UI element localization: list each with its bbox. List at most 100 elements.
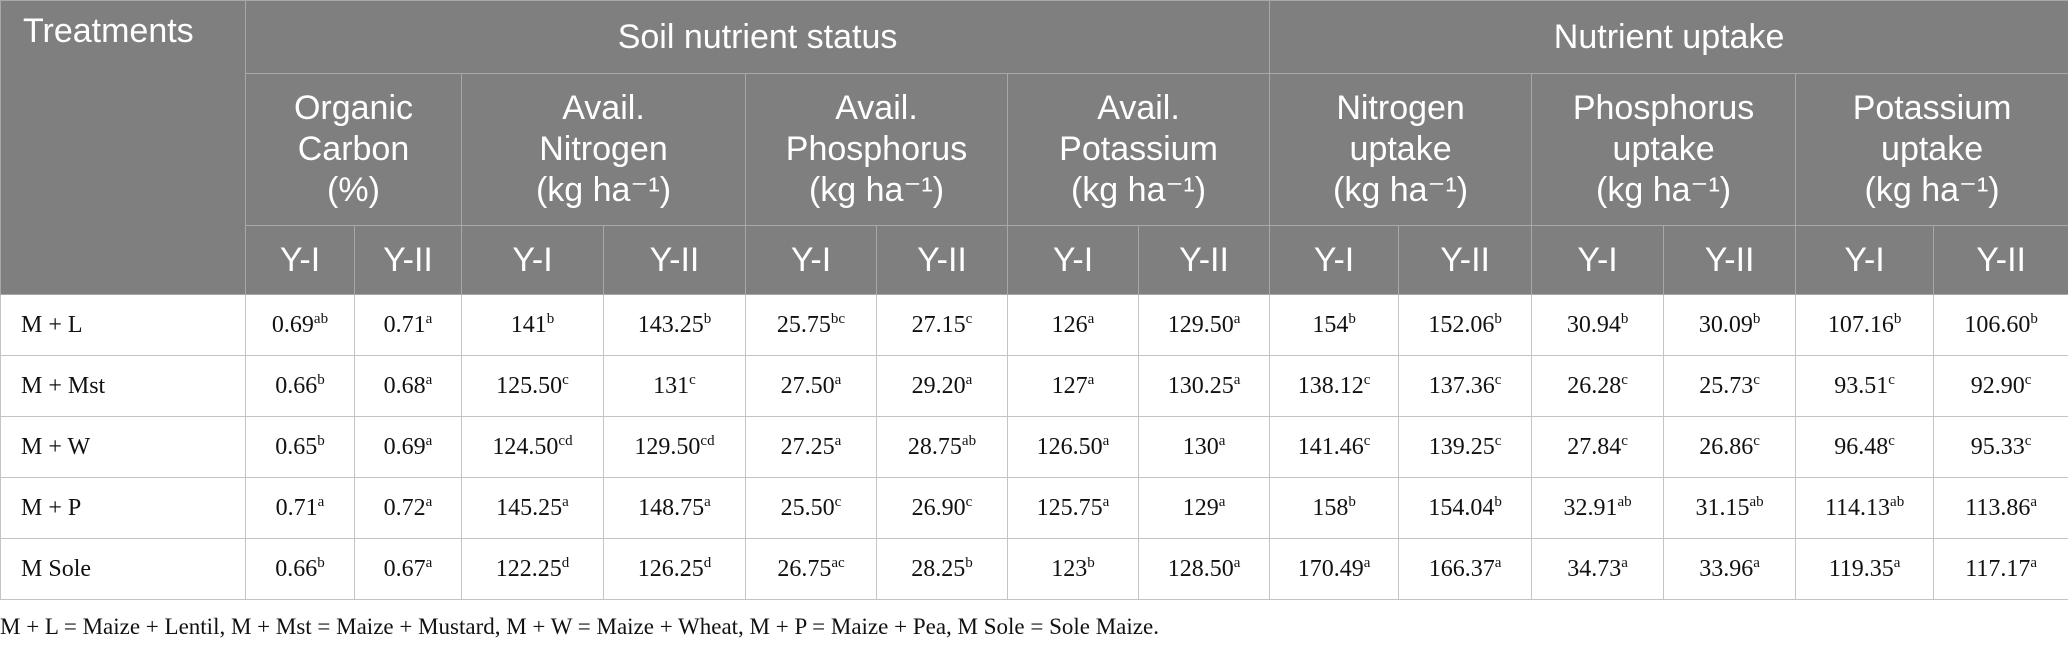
cell-value: 31.15 (1695, 494, 1750, 521)
column-header: Avail. Nitrogen (kg ha⁻¹) (461, 73, 746, 226)
cell-value: 154.04 (1428, 494, 1495, 521)
group-header: Soil nutrient status (244, 0, 1271, 74)
cell-value: 0.71 (275, 494, 318, 521)
significance-letter: c (1363, 432, 1371, 449)
cell-value: 125.50 (496, 372, 563, 399)
cell-value: 0.65 (275, 433, 318, 460)
cell-value: 145.25 (496, 494, 563, 521)
significance-letter: c (1888, 432, 1895, 449)
significance-letter: a (1218, 432, 1226, 449)
significance-letter: c (965, 310, 973, 327)
significance-letter: b (965, 554, 973, 571)
cell-value: 92.90 (1970, 372, 2025, 399)
significance-letter: a (1233, 310, 1241, 327)
year-header: Y-II (354, 225, 462, 295)
header-line: (kg ha⁻¹) (535, 171, 672, 209)
header-line: uptake (1612, 130, 1715, 168)
cell-value: 26.86 (1699, 433, 1754, 460)
header-line: (kg ha⁻¹) (1864, 171, 2000, 209)
cell-value: 27.84 (1567, 433, 1622, 460)
table-cell: 129a (1137, 477, 1271, 539)
table-cell: 0.72a (354, 477, 462, 539)
table-cell: 26.86c (1663, 416, 1797, 478)
table-cell: 125.50c (461, 355, 604, 417)
column-header: Avail. Phosphorus (kg ha⁻¹) (745, 73, 1008, 226)
significance-letter: a (834, 371, 842, 388)
cell-value: 130 (1182, 433, 1219, 460)
year-header: Y-I (1269, 225, 1400, 295)
table-cell: 96.48c (1795, 416, 1935, 478)
significance-letter: a (1753, 554, 1760, 571)
year-header: Y-I (461, 225, 604, 295)
cell-value: 128.50 (1167, 555, 1234, 582)
cell-value: 129 (1182, 494, 1219, 521)
header-line: Potassium (1059, 130, 1218, 168)
significance-letter: b (546, 310, 555, 327)
significance-letter: c (1494, 371, 1502, 388)
year-header: Y-I (1531, 225, 1665, 295)
significance-letter: a (425, 493, 433, 510)
significance-letter: b (317, 371, 325, 388)
significance-letter: c (2024, 371, 2032, 388)
significance-letter: c (1753, 432, 1760, 449)
significance-letter: c (1621, 371, 1628, 388)
cell-value: 170.49 (1297, 555, 1364, 582)
significance-letter: b (317, 432, 325, 449)
cell-value: 129.50 (634, 433, 701, 460)
significance-letter: a (425, 554, 433, 571)
cell-value: 0.68 (383, 372, 426, 399)
row-label: M + W (0, 416, 246, 478)
header-line: (kg ha⁻¹) (808, 171, 945, 209)
cell-value: 139.25 (1428, 433, 1495, 460)
table-cell: 129.50cd (603, 416, 746, 478)
table-cell: 158b (1269, 477, 1400, 539)
cell-value: 0.69 (271, 311, 314, 338)
significance-letter: b (1620, 310, 1629, 327)
table-cell: 29.20a (876, 355, 1008, 417)
table-cell: 27.84c (1531, 416, 1665, 478)
significance-letter: a (1102, 493, 1110, 510)
cell-value: 0.72 (383, 494, 426, 521)
table-header: Treatments Soil nutrient status Nutrient… (0, 0, 2068, 295)
table-cell: 141b (461, 294, 604, 356)
table-cell: 34.73a (1531, 538, 1665, 600)
table-cell: 170.49a (1269, 538, 1400, 600)
cell-value: 25.50 (780, 494, 835, 521)
table-cell: 130.25a (1137, 355, 1271, 417)
table-cell: 166.37a (1398, 538, 1533, 600)
header-row: Organic Carbon (%) Avail. Nitrogen (kg ha⁻¹) A… (1, 73, 2068, 226)
significance-letter: ab (1890, 493, 1905, 510)
table-cell: 154b (1269, 294, 1400, 356)
table-cell: 139.25c (1398, 416, 1533, 478)
significance-letter: cd (558, 432, 573, 449)
table-cell: 126a (1007, 294, 1139, 356)
cell-value: 126.25 (637, 555, 704, 582)
cell-value: 124.50 (492, 433, 559, 460)
column-header: Potassium uptake (kg ha⁻¹) (1795, 73, 2068, 226)
cell-value: 143.25 (637, 311, 704, 338)
table-body: M + L 0.69ab 0.71a 141b 143.25b 25.75bc 27.15c… (0, 294, 2068, 600)
significance-letter: b (317, 554, 325, 571)
table-cell: 32.91ab (1531, 477, 1665, 539)
table-cell: 28.75ab (876, 416, 1008, 478)
significance-letter: ab (1749, 493, 1764, 510)
cell-value: 148.75 (638, 494, 705, 521)
cell-value: 26.75 (777, 555, 832, 582)
significance-letter: a (425, 432, 433, 449)
significance-letter: b (1348, 493, 1356, 510)
significance-letter: b (1893, 310, 1902, 327)
table-cell: 124.50cd (461, 416, 604, 478)
header-line: Phosphorus (1572, 89, 1755, 127)
column-header: Nitrogen uptake (kg ha⁻¹) (1269, 73, 1533, 226)
cell-value: 26.28 (1567, 372, 1622, 399)
header-line: Avail. (1097, 89, 1180, 127)
significance-letter: c (1621, 432, 1628, 449)
table-cell: 27.15c (876, 294, 1008, 356)
group-header: Nutrient uptake (1269, 0, 2068, 74)
header-line: (kg ha⁻¹) (1596, 171, 1732, 209)
cell-value: 30.94 (1566, 311, 1621, 338)
cell-value: 158 (1312, 494, 1349, 521)
significance-letter: c (2024, 432, 2032, 449)
cell-value: 126.50 (1036, 433, 1103, 460)
